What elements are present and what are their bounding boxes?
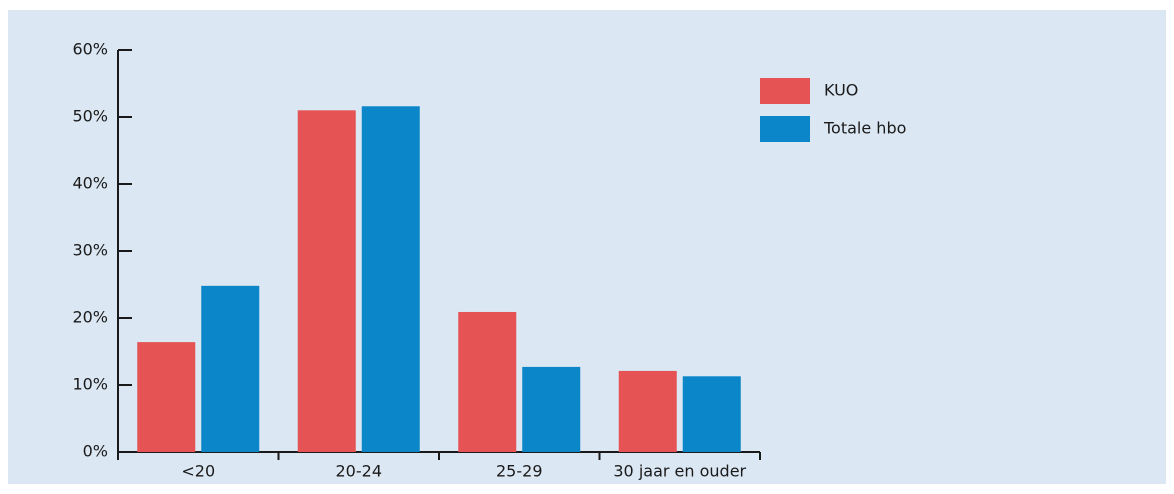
- bar: [361, 106, 420, 452]
- bar: [618, 370, 677, 452]
- y-tick-label: 0%: [83, 442, 108, 461]
- y-tick-label: 30%: [72, 241, 108, 260]
- x-tick-label: <20: [181, 462, 215, 481]
- legend-swatch: [760, 116, 810, 142]
- x-tick-label: 20-24: [336, 462, 383, 481]
- y-tick-label: 40%: [72, 174, 108, 193]
- bar: [458, 311, 517, 452]
- bar: [297, 110, 356, 453]
- y-tick-label: 20%: [72, 308, 108, 327]
- x-tick-label: 25-29: [496, 462, 543, 481]
- bar: [682, 376, 741, 452]
- y-tick-label: 10%: [72, 375, 108, 394]
- chart-background: [8, 10, 1166, 484]
- legend-label: KUO: [824, 81, 858, 100]
- legend-swatch: [760, 78, 810, 104]
- bar: [201, 285, 260, 452]
- legend-label: Totale hbo: [823, 119, 906, 138]
- bar: [522, 366, 581, 452]
- y-tick-label: 50%: [72, 107, 108, 126]
- x-tick-label: 30 jaar en ouder: [613, 462, 746, 481]
- y-tick-label: 60%: [72, 40, 108, 59]
- bar: [137, 342, 196, 452]
